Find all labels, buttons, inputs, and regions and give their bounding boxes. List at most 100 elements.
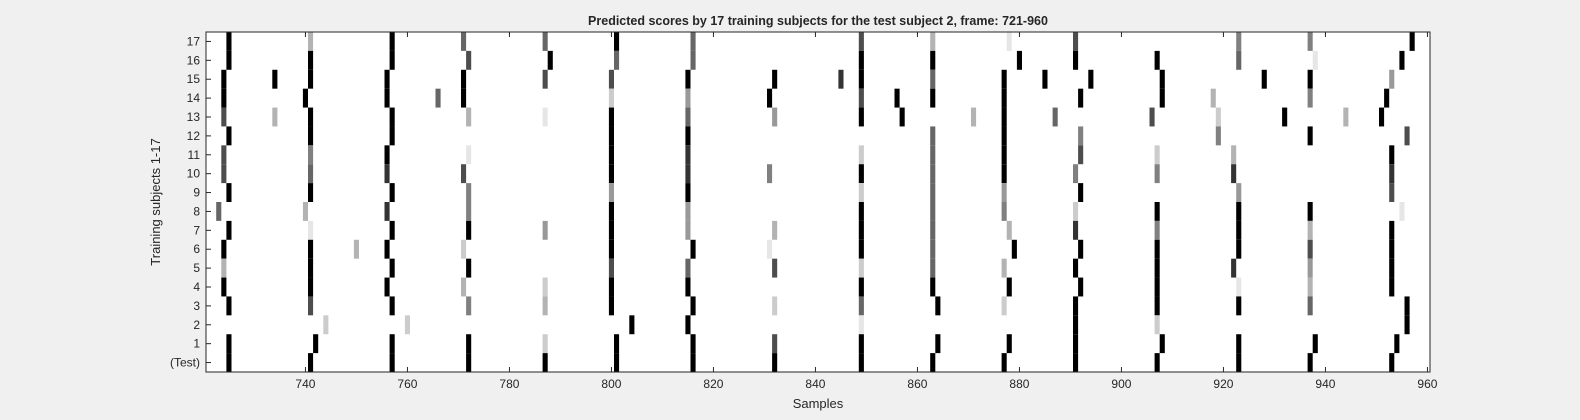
heatmap-cell [1154, 145, 1160, 165]
heatmap-cell [685, 88, 691, 108]
heatmap-cell [1236, 32, 1242, 51]
heatmap-cell [894, 88, 900, 108]
heatmap-cell [384, 88, 390, 108]
heatmap-cell [1389, 277, 1395, 297]
heatmap-cell [1404, 126, 1410, 146]
heatmap-cell [1389, 353, 1395, 372]
heatmap-cell [1001, 126, 1007, 146]
heatmap-cell [772, 334, 778, 354]
heatmap-cell [226, 50, 232, 70]
heatmap-cell [1154, 296, 1160, 316]
heatmap-cell [685, 164, 691, 184]
heatmap-cell [685, 183, 691, 202]
heatmap-cell [1215, 107, 1221, 127]
heatmap-cell [542, 32, 548, 51]
heatmap-cell [930, 50, 936, 70]
heatmap-cell [466, 183, 472, 202]
heatmap-cell [542, 296, 548, 316]
heatmap-cell [308, 239, 314, 259]
y-tick-label: 12 [187, 129, 201, 143]
heatmap-cell [384, 202, 390, 221]
heatmap-cell [1236, 220, 1242, 240]
heatmap-cell [772, 296, 778, 316]
heatmap-cell [1389, 258, 1395, 278]
heatmap-cell [772, 258, 778, 278]
heatmap-cell [384, 164, 390, 184]
heatmap-cell [466, 296, 472, 316]
heatmap-cell [930, 202, 936, 221]
heatmap-cell [1154, 50, 1160, 70]
heatmap-cell [1343, 107, 1349, 127]
heatmap-cell [614, 353, 620, 372]
heatmap-cell [461, 32, 467, 51]
heatmap-cell [389, 107, 395, 127]
heatmap-cell [1001, 296, 1007, 316]
heatmap-cell [858, 239, 864, 259]
heatmap-cell [384, 277, 390, 297]
heatmap-cell [389, 220, 395, 240]
heatmap-cell [935, 296, 941, 316]
heatmap-cell [858, 32, 864, 51]
heatmap-cell [384, 239, 390, 259]
heatmap-cell [1078, 145, 1084, 165]
x-tick-label: 940 [1315, 377, 1335, 391]
heatmap-cell [226, 334, 232, 354]
heatmap-cell [1073, 353, 1079, 372]
heatmap-cell [221, 145, 227, 165]
heatmap-cell [221, 69, 227, 89]
heatmap-cell [1073, 315, 1079, 335]
heatmap-cell [1236, 183, 1242, 202]
heatmap-cell [1236, 277, 1242, 297]
x-tick-label: 800 [601, 377, 621, 391]
heatmap-cell [272, 107, 278, 127]
heatmap-cell [1307, 239, 1313, 259]
heatmap-cell [384, 145, 390, 165]
heatmap-cell [858, 296, 864, 316]
heatmap-cell [308, 50, 314, 70]
heatmap-cell [858, 202, 864, 221]
heatmap-cell [389, 353, 395, 372]
y-axis-ticks: 17 16 15 14 13 12 11 10 9 8 7 6 5 4 3 2 1 (Test) [170, 34, 211, 370]
heatmap-cell [1006, 277, 1012, 297]
x-tick-label: 880 [1009, 377, 1029, 391]
heatmap-cell [930, 277, 936, 297]
y-tick-label: 4 [193, 280, 200, 294]
heatmap-cell [1149, 107, 1155, 127]
heatmap-cell [930, 258, 936, 278]
heatmap-cell [1404, 315, 1410, 335]
heatmap-cell [226, 296, 232, 316]
heatmap-cell [1389, 239, 1395, 259]
heatmap-cell [461, 277, 467, 297]
heatmap-cell [1231, 145, 1237, 165]
heatmap-cell [1073, 164, 1079, 184]
heatmap-cell [1307, 258, 1313, 278]
heatmap-cell [930, 239, 936, 259]
heatmap-cell [226, 353, 232, 372]
heatmap-cell [858, 69, 864, 89]
heatmap-cell [466, 107, 472, 127]
heatmap-cell [308, 126, 314, 146]
heatmap-cell [1052, 107, 1058, 127]
heatmap-cell [1154, 164, 1160, 184]
heatmap-cell [1307, 69, 1313, 89]
heatmap-cell [930, 145, 936, 165]
heatmap-cell [1231, 164, 1237, 184]
heatmap-cell [608, 296, 614, 316]
heatmap-cell [1389, 220, 1395, 240]
heatmap-cell [608, 258, 614, 278]
heatmap-cell [1307, 88, 1313, 108]
heatmap-cell [858, 277, 864, 297]
heatmap-cell [542, 277, 548, 297]
y-tick-label: 17 [187, 34, 201, 48]
heatmap-cell [221, 239, 227, 259]
heatmap-cell [1312, 334, 1318, 354]
heatmap-cell [772, 353, 778, 372]
heatmap-cell [226, 183, 232, 202]
heatmap-cell [1231, 258, 1237, 278]
heatmap-cell [930, 88, 936, 108]
heatmap-cell [1042, 69, 1048, 89]
heatmap-cell [1006, 220, 1012, 240]
x-axis-ticks: 740 760 780 800 820 840 860 880 900 920 940 960 [295, 32, 1438, 391]
heatmap-cell [930, 220, 936, 240]
heatmap-cell [608, 126, 614, 146]
